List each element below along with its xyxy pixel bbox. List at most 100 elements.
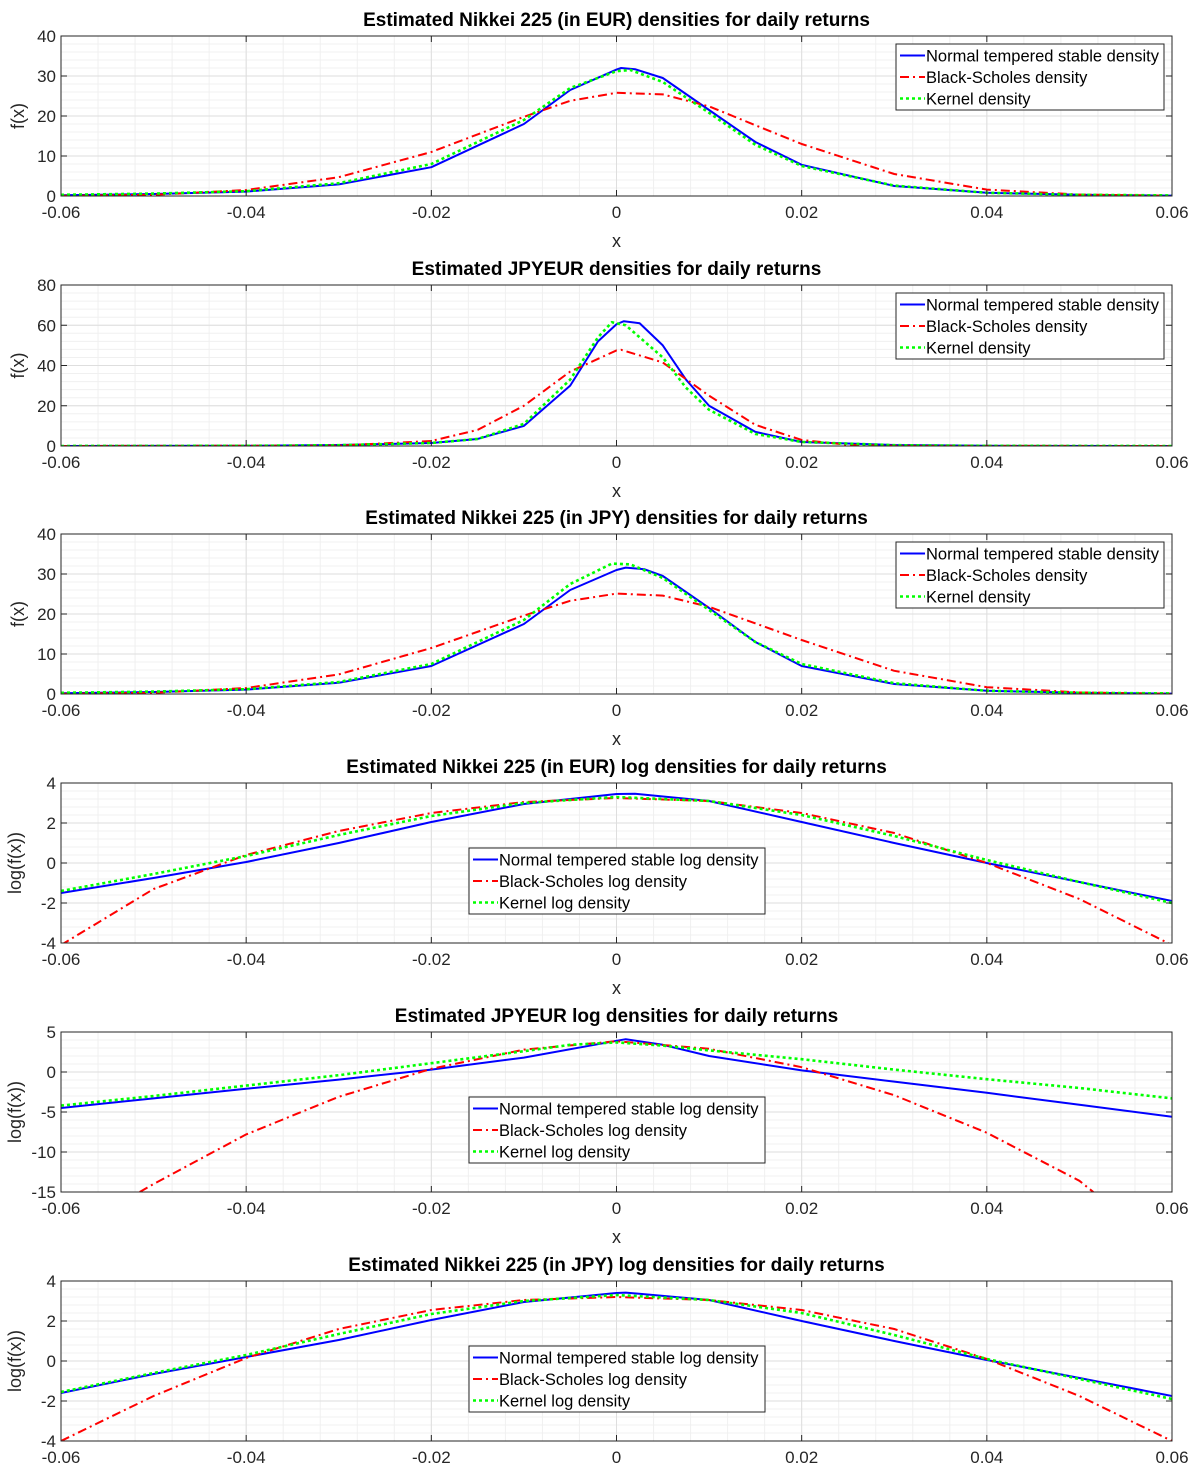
x-tick-label: -0.04 <box>227 203 266 222</box>
x-tick-label: -0.06 <box>42 1199 81 1218</box>
series-line-3 <box>61 320 1172 446</box>
x-tick-label: 0 <box>612 203 621 222</box>
legend-label-3: Kernel log density <box>499 1144 631 1162</box>
y-tick-label: 2 <box>47 814 56 833</box>
legend-label-2: Black-Scholes density <box>926 69 1088 87</box>
chart-title: Estimated Nikkei 225 (in EUR) densities … <box>363 10 870 31</box>
y-tick-label: 0 <box>47 685 56 704</box>
series-line-3 <box>61 562 1172 694</box>
legend-label-3: Kernel log density <box>499 1393 631 1411</box>
legend-label-1: Normal tempered stable log density <box>499 1101 759 1119</box>
x-tick-label: 0.02 <box>785 1199 818 1218</box>
legend-box <box>468 1345 766 1413</box>
x-tick-label: -0.04 <box>227 1448 266 1467</box>
x-tick-label: 0.04 <box>970 701 1003 720</box>
series-line-3 <box>61 795 1172 905</box>
x-tick-label: -0.02 <box>412 950 451 969</box>
legend: Normal tempered stable density Black-Scho… <box>895 43 1165 111</box>
y-axis-label: log(f(x)) <box>5 832 25 894</box>
chart-panel-2: -0.06 -0.04 -0.02 0 0.02 0.04 0.06 0 20 40 60 80 Est… <box>8 259 1189 501</box>
series-group <box>61 67 1172 196</box>
y-tick-label: -4 <box>41 1432 56 1451</box>
legend-label-2: Black-Scholes log density <box>499 1371 688 1389</box>
legend-label-2: Black-Scholes density <box>926 567 1088 585</box>
x-tick-label: 0.06 <box>1155 1448 1188 1467</box>
x-tick-label: -0.04 <box>227 701 266 720</box>
x-tick-label: -0.06 <box>42 1448 81 1467</box>
legend: Normal tempered stable density Black-Scho… <box>895 541 1165 609</box>
series-line-2 <box>139 1040 1094 1192</box>
y-tick-label: 20 <box>37 107 56 126</box>
y-tick-label: 80 <box>37 276 56 295</box>
y-axis-label: f(x) <box>8 601 28 627</box>
series-group <box>61 792 1172 943</box>
y-tick-label: -4 <box>41 934 56 953</box>
x-tick-label: 0 <box>612 1199 621 1218</box>
x-tick-label: -0.04 <box>227 950 266 969</box>
legend-box <box>895 292 1165 360</box>
y-tick-label: 30 <box>37 565 56 584</box>
x-axis-label: x <box>612 481 621 501</box>
chart-panel-6: -0.06 -0.04 -0.02 0 0.02 0.04 0.06 -4 -2 0 2 4 Estim… <box>5 1255 1189 1467</box>
legend-box <box>895 43 1165 111</box>
y-tick-label: 20 <box>37 397 56 416</box>
series-line-2 <box>61 91 1172 196</box>
legend-label-3: Kernel density <box>926 91 1031 109</box>
x-tick-label: 0.04 <box>970 1448 1003 1467</box>
y-tick-label: 0 <box>47 1063 56 1082</box>
y-tick-label: 40 <box>37 27 56 46</box>
series-group <box>61 562 1172 694</box>
legend-label-2: Black-Scholes density <box>926 318 1088 336</box>
legend-label-2: Black-Scholes log density <box>499 873 688 891</box>
y-tick-label: 4 <box>47 774 56 793</box>
series-group <box>61 1291 1172 1441</box>
legend-box <box>895 541 1165 609</box>
y-tick-label: 30 <box>37 67 56 86</box>
legend-label-1: Normal tempered stable log density <box>499 852 759 870</box>
x-tick-label: 0.02 <box>785 1448 818 1467</box>
x-tick-label: -0.02 <box>412 1448 451 1467</box>
series-line-1 <box>61 1291 1172 1397</box>
x-axis-label: x <box>612 1227 621 1247</box>
y-axis-label: f(x) <box>8 353 28 379</box>
legend: Normal tempered stable log density Black-… <box>468 1096 766 1164</box>
y-tick-label: 2 <box>47 1312 56 1331</box>
chart-panel-3: -0.06 -0.04 -0.02 0 0.02 0.04 0.06 0 10 20 30 40 Est… <box>8 508 1189 749</box>
y-tick-label: 40 <box>37 357 56 376</box>
y-tick-label: -15 <box>31 1183 56 1202</box>
x-tick-label: 0.04 <box>970 950 1003 969</box>
y-tick-label: 0 <box>47 854 56 873</box>
chart-title: Estimated JPYEUR densities for daily ret… <box>412 259 822 280</box>
x-tick-label: -0.06 <box>42 701 81 720</box>
x-axis-label: x <box>612 978 621 998</box>
series-line-3 <box>61 1041 1172 1107</box>
legend: Normal tempered stable log density Black-… <box>468 847 766 915</box>
x-tick-label: -0.02 <box>412 203 451 222</box>
series-group <box>61 1038 1172 1192</box>
x-tick-label: 0 <box>612 453 621 472</box>
y-tick-label: 4 <box>47 1272 56 1291</box>
x-tick-label: -0.02 <box>412 453 451 472</box>
y-tick-label: 0 <box>47 1352 56 1371</box>
y-tick-label: 0 <box>47 437 56 456</box>
legend-label-2: Black-Scholes log density <box>499 1122 688 1140</box>
y-tick-label: 10 <box>37 645 56 664</box>
y-tick-label: -5 <box>41 1103 56 1122</box>
chart-title: Estimated Nikkei 225 (in JPY) log densit… <box>348 1255 884 1276</box>
x-tick-label: 0.06 <box>1155 203 1188 222</box>
x-tick-label: 0.06 <box>1155 950 1188 969</box>
x-tick-label: 0.04 <box>970 1199 1003 1218</box>
series-line-2 <box>61 592 1172 694</box>
x-tick-label: 0 <box>612 701 621 720</box>
x-tick-label: 0.04 <box>970 203 1003 222</box>
y-tick-label: 10 <box>37 147 56 166</box>
legend-label-3: Kernel density <box>926 589 1031 607</box>
legend-label-1: Normal tempered stable log density <box>499 1350 759 1368</box>
y-tick-label: 5 <box>47 1023 56 1042</box>
legend-label-1: Normal tempered stable density <box>926 48 1160 66</box>
chart-title: Estimated Nikkei 225 (in JPY) densities … <box>365 508 868 529</box>
legend-box <box>468 847 766 915</box>
series-line-1 <box>61 1038 1172 1118</box>
y-axis-label: log(f(x)) <box>5 1081 25 1143</box>
